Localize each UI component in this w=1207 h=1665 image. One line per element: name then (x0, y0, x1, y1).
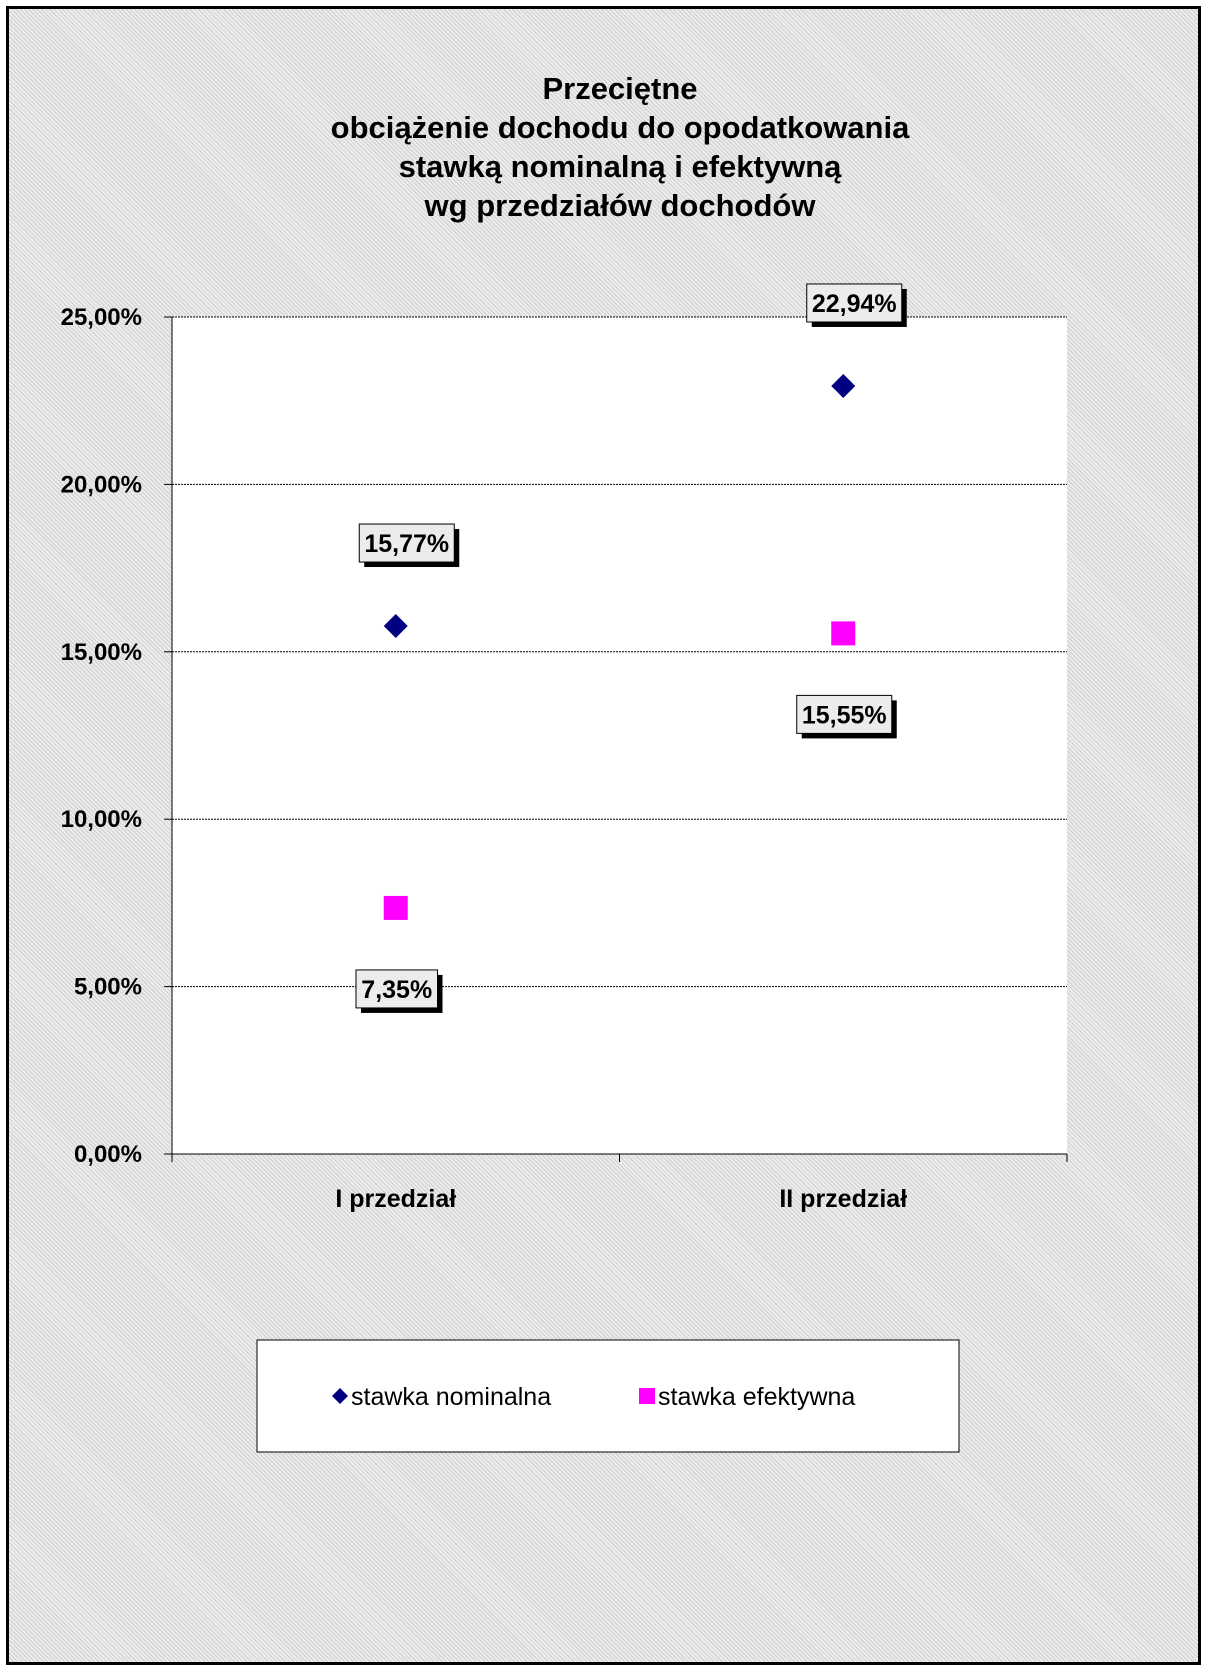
legend-marker-efektywna (639, 1388, 655, 1404)
legend-label-efektywna: stawka efektywna (658, 1383, 855, 1411)
data-label-nominal: 22,94% (812, 290, 897, 318)
chart-title-line-1: Przeciętne (542, 71, 697, 106)
y-tick-label: 20,00% (61, 471, 142, 498)
marker-efektywna (831, 621, 856, 646)
chart-title-line-3: stawką nominalną i efektywną (399, 149, 843, 184)
data-label-nominal: 15,77% (364, 530, 449, 558)
legend-label-nominal: stawka nominalna (351, 1383, 551, 1411)
data-label-efektywna-box (355, 969, 438, 1009)
x-category-label: II przedział (779, 1185, 907, 1213)
data-label-efektywna: 7,35% (361, 976, 432, 1004)
plot-area (172, 317, 1067, 1154)
y-tick-label: 10,00% (61, 806, 142, 833)
marker-efektywna (383, 895, 408, 920)
data-label-nominal-box (358, 523, 455, 563)
data-label-nominal-box (806, 283, 903, 323)
marker-nominal (383, 614, 408, 639)
y-tick-label: 25,00% (61, 304, 142, 331)
marker-nominal (831, 373, 856, 398)
chart-title-line-2: obciążenie dochodu do opodatkowania (331, 110, 910, 145)
y-tick-label: 15,00% (61, 639, 142, 666)
y-tick-label: 5,00% (74, 974, 142, 1001)
chart-title-line-4: wg przedziałów dochodów (424, 188, 817, 223)
data-label-efektywna-box (796, 694, 893, 734)
x-category-label: I przedział (335, 1185, 456, 1213)
data-label-efektywna: 15,55% (802, 701, 887, 729)
y-tick-label: 0,00% (74, 1141, 142, 1168)
legend-box (256, 1339, 960, 1453)
legend-marker-nominal (332, 1388, 348, 1404)
